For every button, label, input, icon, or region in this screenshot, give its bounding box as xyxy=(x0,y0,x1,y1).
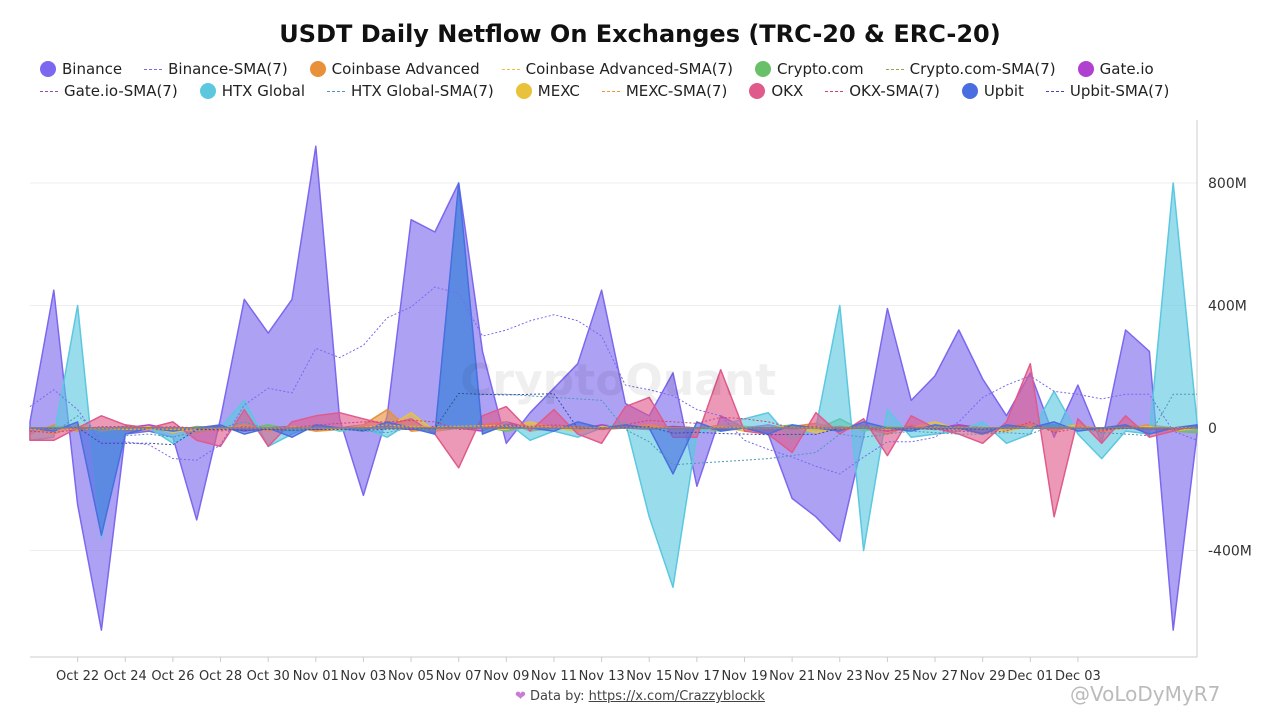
x-tick-label: Nov 25 xyxy=(864,669,910,684)
x-tick-label: Oct 22 xyxy=(56,669,99,684)
legend-item-upbit[interactable]: Upbit xyxy=(961,82,1024,100)
legend-line-marker xyxy=(825,90,844,92)
x-tick-label: Nov 29 xyxy=(960,669,1006,684)
legend-label: Coinbase Advanced xyxy=(331,60,480,78)
x-tick-label: Oct 24 xyxy=(104,669,147,684)
x-tick-label: Nov 05 xyxy=(388,669,434,684)
legend-dot-marker xyxy=(754,61,771,77)
legend-item-gate-io[interactable]: Gate.io xyxy=(1077,60,1154,78)
legend-item-htx-global-sma-7[interactable]: HTX Global-SMA(7) xyxy=(327,82,494,100)
legend-item-okx-sma-7[interactable]: OKX-SMA(7) xyxy=(825,82,940,100)
legend-line-marker xyxy=(501,68,520,70)
data-credit-link[interactable]: https://x.com/Crazzyblockk xyxy=(588,689,765,704)
x-tick-label: Nov 15 xyxy=(626,669,672,684)
legend-label: Crypto.com xyxy=(776,60,864,78)
legend-label: Binance-SMA(7) xyxy=(168,60,288,78)
x-tick-label: Nov 17 xyxy=(674,669,720,684)
chart-title: USDT Daily Netflow On Exchanges (TRC-20 … xyxy=(279,20,1001,48)
legend-item-okx[interactable]: OKX xyxy=(749,82,803,100)
legend-item-crypto-com[interactable]: Crypto.com xyxy=(754,60,864,78)
legend-dot-marker xyxy=(749,83,766,99)
legend-line-marker xyxy=(601,90,620,92)
legend-item-crypto-com-sma-7[interactable]: Crypto.com-SMA(7) xyxy=(885,60,1056,78)
legend-line-marker xyxy=(1045,90,1064,92)
legend-item-gate-io-sma-7[interactable]: Gate.io-SMA(7) xyxy=(40,82,178,100)
line-binance-sma-7 xyxy=(29,286,1198,475)
legend-item-coinbase-advanced-sma-7[interactable]: Coinbase Advanced-SMA(7) xyxy=(501,60,733,78)
area-upbit xyxy=(29,182,1198,536)
legend-line-marker xyxy=(327,90,346,92)
legend-item-upbit-sma-7[interactable]: Upbit-SMA(7) xyxy=(1045,82,1170,100)
legend-label: Crypto.com-SMA(7) xyxy=(909,60,1056,78)
legend-label: Upbit-SMA(7) xyxy=(1069,82,1170,100)
y-tick-label: -400M xyxy=(1208,544,1252,560)
x-tick-label: Nov 03 xyxy=(340,669,386,684)
legend-dot-marker xyxy=(1077,61,1094,77)
x-tick-label: Oct 28 xyxy=(199,669,242,684)
y-tick-label: 0 xyxy=(1208,421,1217,437)
x-tick-label: Nov 27 xyxy=(912,669,958,684)
area-okx xyxy=(29,362,1198,518)
legend-label: Coinbase Advanced-SMA(7) xyxy=(525,60,733,78)
chart-legend: Binance Binance-SMA(7) Coinbase Advanced Co… xyxy=(40,60,1260,100)
x-tick-label: Nov 19 xyxy=(721,669,767,684)
legend-label: Gate.io-SMA(7) xyxy=(64,82,178,100)
legend-label: HTX Global-SMA(7) xyxy=(351,82,494,100)
x-tick-label: Oct 26 xyxy=(151,669,194,684)
legend-label: MEXC-SMA(7) xyxy=(625,82,728,100)
x-tick-label: Nov 09 xyxy=(483,669,529,684)
heart-icon: ❤ xyxy=(515,689,526,704)
legend-label: Binance xyxy=(62,60,123,78)
legend-item-mexc[interactable]: MEXC xyxy=(515,82,580,100)
legend-dot-marker xyxy=(199,83,216,99)
x-tick-label: Nov 11 xyxy=(531,669,577,684)
legend-label: Gate.io xyxy=(1099,60,1154,78)
legend-item-htx-global[interactable]: HTX Global xyxy=(199,82,306,100)
legend-label: HTX Global xyxy=(221,82,306,100)
legend-line-marker xyxy=(144,68,163,70)
x-tick-label: Oct 30 xyxy=(247,669,290,684)
legend-label: MEXC xyxy=(537,82,580,100)
data-credit: ❤ Data by: https://x.com/Crazzyblockk xyxy=(0,689,1280,704)
legend-line-marker xyxy=(885,68,904,70)
legend-item-binance[interactable]: Binance xyxy=(40,60,122,78)
legend-label: OKX xyxy=(771,82,804,100)
x-tick-label: Nov 21 xyxy=(769,669,815,684)
x-tick-label: Nov 23 xyxy=(817,669,863,684)
legend-dot-marker xyxy=(40,61,56,77)
x-tick-label: Dec 01 xyxy=(1007,669,1053,684)
legend-item-mexc-sma-7[interactable]: MEXC-SMA(7) xyxy=(601,82,728,100)
legend-dot-marker xyxy=(515,83,532,99)
legend-line-marker xyxy=(40,90,58,92)
legend-dot-marker xyxy=(309,61,326,77)
area-binance xyxy=(29,145,1198,631)
x-tick-label: Nov 01 xyxy=(293,669,339,684)
legend-label: OKX-SMA(7) xyxy=(849,82,940,100)
x-tick-label: Dec 03 xyxy=(1055,669,1101,684)
legend-item-coinbase-advanced[interactable]: Coinbase Advanced xyxy=(309,60,480,78)
x-tick-label: Nov 13 xyxy=(579,669,625,684)
y-tick-label: 400M xyxy=(1208,299,1247,315)
data-credit-label: Data by: xyxy=(529,689,589,704)
legend-item-binance-sma-7[interactable]: Binance-SMA(7) xyxy=(144,60,288,78)
y-tick-label: 800M xyxy=(1208,176,1247,192)
legend-label: Upbit xyxy=(983,82,1024,100)
line-htx-global-sma-7 xyxy=(29,393,1197,466)
x-tick-label: Nov 07 xyxy=(436,669,482,684)
legend-dot-marker xyxy=(961,83,978,99)
